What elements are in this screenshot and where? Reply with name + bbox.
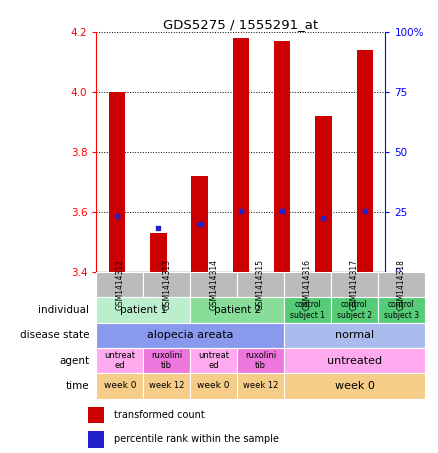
Bar bbox=[237, 348, 284, 373]
Bar bbox=[96, 348, 143, 373]
Bar bbox=[88, 431, 104, 448]
Bar bbox=[143, 272, 190, 297]
Title: GDS5275 / 1555291_at: GDS5275 / 1555291_at bbox=[163, 18, 318, 30]
Bar bbox=[96, 272, 143, 297]
Text: ruxolini
tib: ruxolini tib bbox=[245, 351, 276, 370]
Text: transformed count: transformed count bbox=[114, 410, 205, 420]
Text: individual: individual bbox=[38, 305, 89, 315]
Bar bbox=[191, 176, 208, 272]
Bar bbox=[143, 373, 190, 399]
Text: GSM1414316: GSM1414316 bbox=[303, 259, 312, 310]
Bar bbox=[96, 373, 143, 399]
Text: untreat
ed: untreat ed bbox=[104, 351, 135, 370]
Bar bbox=[378, 272, 425, 297]
Bar bbox=[284, 323, 425, 348]
Text: percentile rank within the sample: percentile rank within the sample bbox=[114, 434, 279, 444]
Text: GSM1414314: GSM1414314 bbox=[209, 259, 218, 310]
Text: agent: agent bbox=[59, 356, 89, 366]
Text: untreated: untreated bbox=[327, 356, 382, 366]
Text: control
subject 2: control subject 2 bbox=[337, 300, 372, 319]
Bar bbox=[190, 348, 237, 373]
Text: week 0: week 0 bbox=[335, 381, 374, 391]
Text: disease state: disease state bbox=[20, 330, 89, 340]
Bar bbox=[284, 297, 331, 323]
Text: week 12: week 12 bbox=[149, 381, 184, 390]
Bar bbox=[143, 348, 190, 373]
Bar bbox=[150, 233, 166, 272]
Text: patient 2: patient 2 bbox=[214, 305, 261, 315]
Text: untreat
ed: untreat ed bbox=[198, 351, 229, 370]
Bar bbox=[96, 323, 284, 348]
Text: week 12: week 12 bbox=[243, 381, 278, 390]
Bar bbox=[331, 272, 378, 297]
Bar bbox=[190, 297, 284, 323]
Bar bbox=[190, 373, 237, 399]
Text: GSM1414317: GSM1414317 bbox=[350, 259, 359, 310]
Text: alopecia areata: alopecia areata bbox=[147, 330, 233, 340]
Text: GSM1414313: GSM1414313 bbox=[162, 259, 171, 310]
Bar bbox=[96, 297, 190, 323]
Bar bbox=[233, 38, 249, 272]
Bar bbox=[88, 407, 104, 423]
Bar bbox=[284, 348, 425, 373]
Bar bbox=[190, 272, 237, 297]
Text: GSM1414318: GSM1414318 bbox=[397, 259, 406, 310]
Text: ruxolini
tib: ruxolini tib bbox=[151, 351, 182, 370]
Text: GSM1414315: GSM1414315 bbox=[256, 259, 265, 310]
Text: week 0: week 0 bbox=[103, 381, 136, 390]
Bar bbox=[378, 297, 425, 323]
Text: normal: normal bbox=[335, 330, 374, 340]
Bar bbox=[237, 272, 284, 297]
Bar bbox=[357, 50, 373, 272]
Text: patient 1: patient 1 bbox=[120, 305, 167, 315]
Text: week 0: week 0 bbox=[198, 381, 230, 390]
Bar bbox=[315, 116, 332, 272]
Bar bbox=[284, 272, 331, 297]
Text: control
subject 1: control subject 1 bbox=[290, 300, 325, 319]
Bar bbox=[274, 41, 290, 272]
Bar bbox=[109, 92, 125, 272]
Text: GSM1414312: GSM1414312 bbox=[115, 259, 124, 310]
Text: control
subject 3: control subject 3 bbox=[384, 300, 419, 319]
Bar bbox=[237, 373, 284, 399]
Bar bbox=[331, 297, 378, 323]
Bar bbox=[284, 373, 425, 399]
Text: time: time bbox=[66, 381, 89, 391]
